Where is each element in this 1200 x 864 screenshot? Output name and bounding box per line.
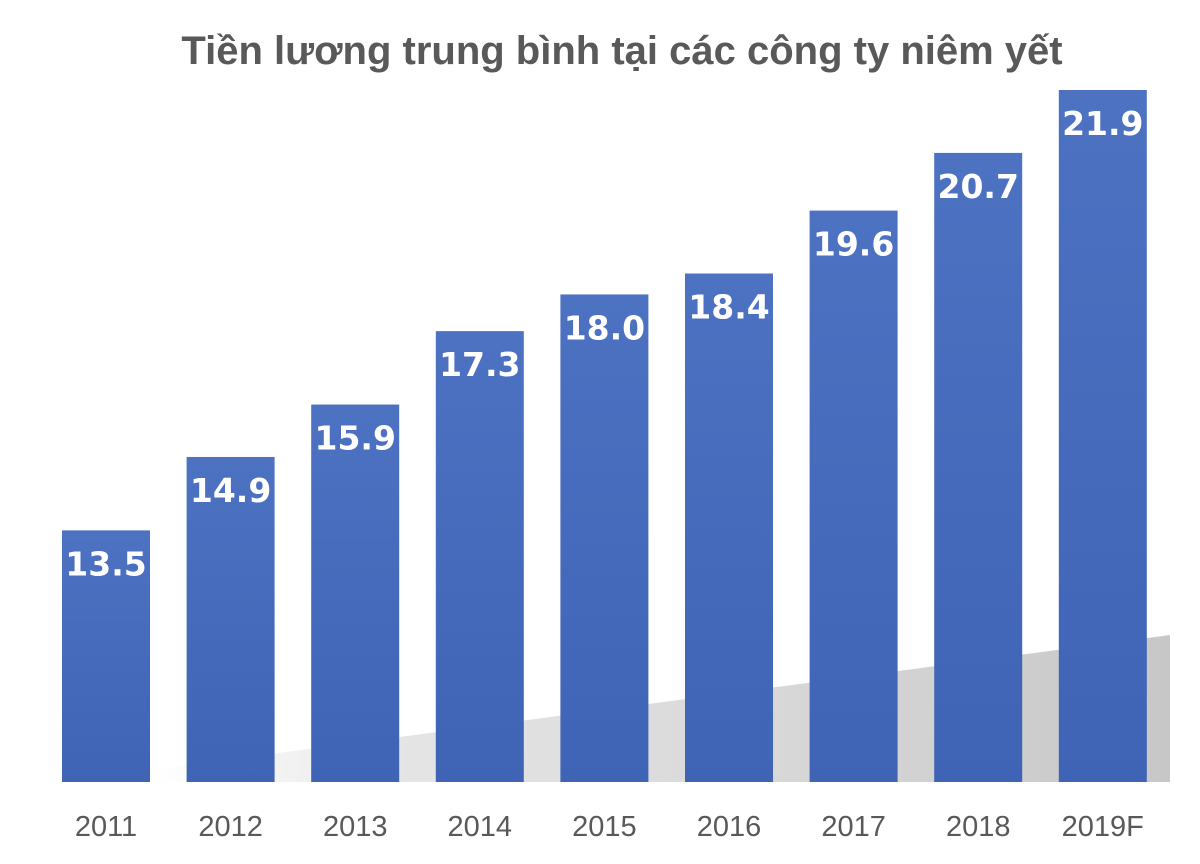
data-label-2011: 13.5 — [65, 544, 146, 583]
x-tick-label-2019F: 2019F — [1062, 811, 1144, 843]
x-tick-label-2015: 2015 — [572, 811, 637, 843]
data-label-2018: 20.7 — [937, 167, 1018, 206]
data-label-2013: 15.9 — [314, 419, 395, 458]
data-label-2017: 19.6 — [813, 225, 894, 264]
x-tick-label-2014: 2014 — [448, 811, 513, 843]
data-label-2012: 14.9 — [190, 471, 271, 510]
x-tick-label-2018: 2018 — [946, 811, 1011, 843]
x-axis-tick-labels: 2011 2012 2013 2014 2015 2016 2017 2018 2019F — [75, 811, 1144, 843]
bar-2017 — [809, 210, 898, 783]
x-tick-label-2013: 2013 — [323, 811, 388, 843]
bar-2012 — [186, 456, 275, 782]
floor-shadow — [150, 635, 1170, 782]
bar-2015 — [560, 294, 649, 782]
bar-2013 — [311, 404, 400, 782]
x-tick-label-2017: 2017 — [821, 811, 886, 843]
bar-2016 — [685, 273, 773, 782]
data-labels-layer: 13.5 14.9 15.9 17.3 18.0 18.4 19.6 20.7 21.9 — [65, 104, 1143, 583]
x-tick-label-2012: 2012 — [198, 811, 263, 843]
chart-title: Tiền lương trung bình tại các công ty ni… — [181, 29, 1062, 73]
bar-2014 — [435, 331, 524, 782]
data-label-2019F: 21.9 — [1062, 104, 1143, 143]
data-label-2014: 17.3 — [439, 345, 520, 384]
bars-layer — [62, 90, 1147, 783]
bar-2018 — [934, 152, 1023, 783]
data-label-2015: 18.0 — [564, 308, 645, 347]
x-tick-label-2011: 2011 — [75, 811, 137, 843]
bar-2011 — [62, 530, 150, 782]
x-tick-label-2016: 2016 — [697, 811, 762, 843]
bar-2019F — [1058, 90, 1147, 782]
data-label-2016: 18.4 — [688, 287, 769, 326]
